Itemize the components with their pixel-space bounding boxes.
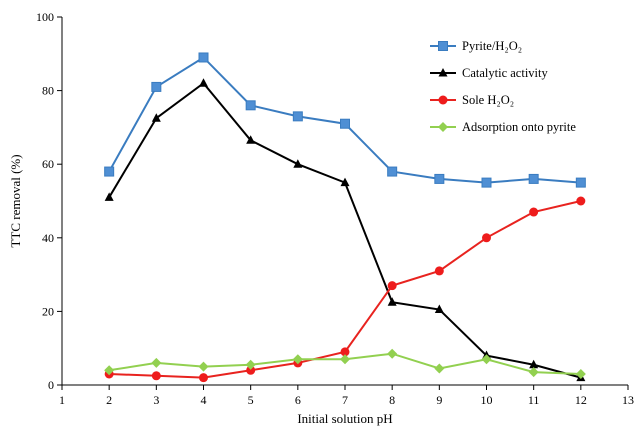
x-tick-label: 11	[528, 393, 540, 407]
y-tick-label: 80	[42, 84, 54, 98]
data-point-circle	[438, 95, 448, 105]
x-tick-label: 4	[201, 393, 207, 407]
series-layer	[104, 52, 586, 383]
data-point-circle	[340, 347, 350, 357]
y-tick-label: 60	[42, 157, 54, 171]
data-point-circle	[151, 371, 161, 381]
x-tick-label: 8	[389, 393, 395, 407]
legend-label: Adsorption onto pyrite	[462, 120, 576, 134]
data-point-diamond	[528, 367, 539, 378]
x-tick-label: 3	[153, 393, 159, 407]
x-tick-label: 10	[481, 393, 493, 407]
legend-item-0: Pyrite/H₂O₂	[430, 39, 522, 53]
data-point-square	[575, 177, 586, 188]
series-1	[104, 78, 586, 382]
x-axis-title: Initial solution pH	[297, 411, 392, 426]
data-point-diamond	[340, 354, 350, 365]
y-tick-label: 20	[42, 304, 54, 318]
data-point-triangle	[199, 78, 208, 87]
legend-item-2: Sole H₂O₂	[430, 93, 514, 107]
data-point-circle	[387, 281, 397, 291]
data-point-diamond	[387, 348, 398, 359]
data-point-circle	[576, 196, 586, 206]
y-tick-label: 0	[48, 378, 54, 392]
data-point-triangle	[104, 192, 114, 201]
legend-item-1: Catalytic activity	[430, 66, 548, 80]
x-tick-label: 2	[106, 393, 112, 407]
data-point-diamond	[434, 363, 445, 374]
data-point-diamond	[198, 361, 209, 372]
data-point-diamond	[245, 359, 256, 370]
data-point-square	[434, 173, 445, 184]
data-point-diamond	[438, 122, 448, 132]
data-point-square	[292, 111, 303, 122]
data-point-triangle	[151, 113, 161, 122]
data-point-diamond	[104, 365, 115, 376]
legend-label: Catalytic activity	[462, 66, 548, 80]
data-point-diamond	[575, 368, 586, 379]
data-point-square	[481, 177, 492, 188]
x-tick-label: 12	[575, 393, 587, 407]
y-tick-label: 100	[36, 10, 54, 24]
x-tick-label: 6	[295, 393, 301, 407]
data-point-triangle	[340, 177, 350, 187]
data-point-circle	[246, 365, 256, 375]
series-0	[104, 52, 586, 188]
y-tick-label: 40	[42, 231, 54, 245]
x-tick-label: 13	[622, 393, 634, 407]
data-point-square	[340, 118, 350, 129]
data-point-triangle	[529, 359, 539, 369]
data-point-circle	[482, 233, 491, 243]
data-point-square	[438, 41, 448, 51]
data-point-triangle	[434, 304, 444, 314]
data-point-square	[198, 52, 209, 63]
x-tick-label: 7	[342, 393, 348, 407]
legend: Pyrite/H₂O₂ Catalytic activity Sole H₂O₂ Ad…	[430, 39, 576, 134]
data-point-triangle	[293, 159, 303, 168]
data-point-diamond	[292, 354, 303, 365]
x-tick-label: 1	[59, 393, 65, 407]
data-point-circle	[434, 266, 444, 276]
data-point-triangle	[438, 68, 448, 77]
data-point-diamond	[151, 357, 162, 368]
series-3	[104, 348, 586, 379]
data-point-square	[245, 100, 256, 111]
data-point-square	[387, 166, 398, 177]
legend-item-3: Adsorption onto pyrite	[430, 120, 576, 134]
data-point-triangle	[246, 135, 256, 144]
data-point-square	[104, 166, 115, 177]
data-point-diamond	[481, 354, 492, 365]
y-axis-title: TTC removal (%)	[8, 154, 23, 247]
x-tick-label: 5	[248, 393, 254, 407]
x-tick-label: 9	[436, 393, 442, 407]
series-2	[104, 196, 586, 383]
data-point-circle	[529, 207, 539, 217]
data-point-circle	[199, 373, 208, 383]
legend-label: Pyrite/H₂O₂	[462, 39, 522, 53]
legend-label: Sole H₂O₂	[462, 93, 514, 107]
data-point-square	[151, 81, 162, 92]
data-point-triangle	[387, 297, 397, 306]
data-point-square	[528, 173, 539, 184]
